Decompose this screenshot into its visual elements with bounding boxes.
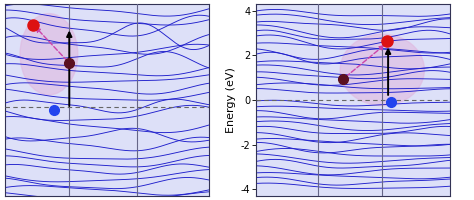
Ellipse shape xyxy=(340,34,424,106)
Ellipse shape xyxy=(20,14,78,95)
Y-axis label: Energy (eV): Energy (eV) xyxy=(227,67,237,133)
